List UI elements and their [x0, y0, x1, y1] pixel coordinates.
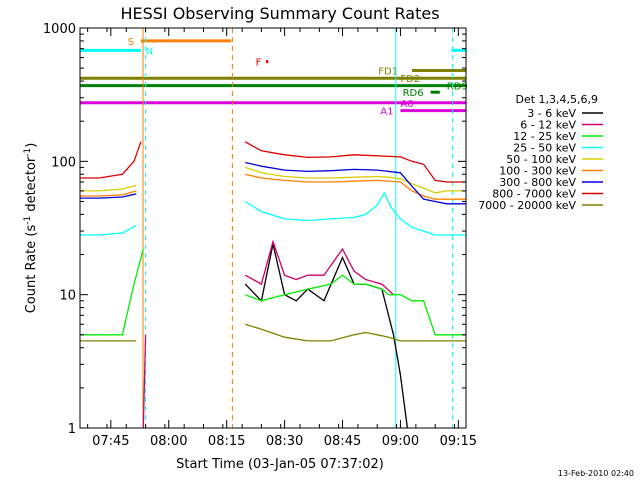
series-3-seg-0	[80, 224, 137, 236]
y-tick-label-2: 100	[51, 155, 76, 170]
legend-label-2: 12 - 25 keV	[513, 130, 576, 143]
x-tick-label-5: 09:00	[382, 434, 419, 449]
y-axis-label-end: )	[24, 143, 39, 148]
series-4-seg-1	[244, 166, 466, 194]
series-1-seg-0	[142, 334, 147, 429]
y-tick-label-0: 1	[68, 422, 76, 437]
legend-label-1: 6 - 12 keV	[520, 119, 576, 132]
footer-timestamp: 13-Feb-2010 02:40	[558, 469, 634, 478]
chart-title: HESSI Observing Summary Count Rates	[120, 4, 439, 23]
flag-label-5: FD2	[400, 74, 420, 85]
legend-label-5: 100 - 300 keV	[499, 165, 576, 178]
flag-label-7: RD6	[403, 88, 424, 99]
x-tick-label-4: 08:45	[324, 434, 361, 449]
series-7-seg-0	[80, 141, 142, 179]
y-tick-label-3: 1000	[43, 22, 76, 37]
x-tick-label-0: 07:45	[92, 434, 129, 449]
legend-label-7: 800 - 7000 keV	[492, 188, 576, 201]
flag-label-8: A0	[400, 99, 413, 110]
x-tick-label-2: 08:15	[208, 434, 245, 449]
flag-label-1: N	[146, 46, 153, 57]
series-7-seg-1	[244, 141, 466, 183]
x-tick-label-1: 08:00	[150, 434, 187, 449]
series-4-seg-0	[80, 184, 137, 192]
series-6-seg-0	[80, 193, 137, 199]
series-1-seg-1	[244, 239, 394, 296]
series-2-seg-0	[80, 248, 144, 336]
series-2-seg-1	[244, 274, 466, 336]
series-0-seg-1	[244, 243, 409, 429]
legend-label-6: 300 - 800 keV	[499, 176, 576, 189]
x-axis-label: Start Time (03-Jan-05 07:37:02)	[176, 457, 384, 472]
x-tick-label-6: 09:15	[440, 434, 477, 449]
y-axis-label: Count Rate (s-1 detector-1)	[23, 143, 39, 314]
y-axis-label-exp2: -1	[23, 148, 33, 157]
flag-label-4: FD1	[378, 67, 398, 78]
y-axis-label-mid: detector	[24, 156, 39, 216]
flag-label-6: RD9	[447, 82, 468, 93]
flag-label-9: A1	[380, 107, 393, 118]
x-tick-label-3: 08:30	[266, 434, 303, 449]
y-axis-label-exp1: -1	[23, 216, 33, 225]
flag-label-0: S	[128, 37, 134, 48]
legend-label-3: 25 - 50 keV	[513, 142, 576, 155]
series-3-seg-1	[244, 191, 466, 236]
plot-frame	[79, 27, 467, 429]
legend-label-4: 50 - 100 keV	[506, 153, 576, 166]
series-5-seg-1	[245, 173, 466, 200]
series-8-seg-1	[245, 323, 466, 342]
series-6-seg-1	[245, 161, 466, 205]
legend-label-8: 7000 - 20000 keV	[478, 199, 576, 212]
legend-label-0: 3 - 6 keV	[527, 107, 576, 120]
y-tick-label-1: 10	[59, 289, 76, 304]
axis-ticks: 1 10 100 1000 07:45 08:00 08:15 08:30 08:45 09:00…	[43, 22, 477, 449]
legend-title: Det 1,3,4,5,6,9	[515, 93, 598, 106]
series-5-seg-0	[80, 190, 137, 197]
y-axis-label-main: Count Rate (s	[24, 225, 39, 314]
flag-label-3: F	[256, 58, 262, 69]
